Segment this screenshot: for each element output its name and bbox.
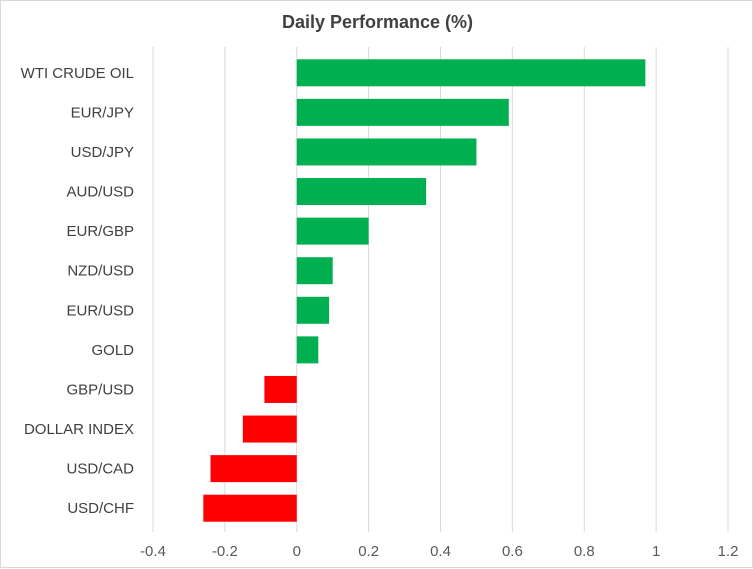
category-label: EUR/USD — [66, 302, 134, 319]
category-label: USD/JPY — [71, 144, 134, 161]
x-tick-label: 0.6 — [502, 543, 523, 560]
bar — [296, 217, 369, 245]
category-label: USD/CHF — [67, 500, 134, 517]
category-label: GOLD — [91, 342, 134, 359]
bar — [296, 59, 646, 87]
x-tick-label: -0.4 — [140, 543, 166, 560]
bar — [296, 257, 333, 285]
bar — [242, 415, 297, 443]
bar — [296, 336, 319, 364]
x-tick-label: 0 — [293, 543, 301, 560]
category-label: WTI CRUDE OIL — [21, 65, 134, 82]
chart-title: Daily Performance (%) — [281, 12, 474, 32]
category-label: GBP/USD — [66, 381, 134, 398]
category-label: EUR/JPY — [71, 104, 134, 121]
category-label: AUD/USD — [66, 184, 134, 201]
category-label: DOLLAR INDEX — [24, 421, 134, 438]
x-tick-label: 1.2 — [718, 543, 739, 560]
category-label: EUR/GBP — [66, 223, 134, 240]
bar — [203, 494, 297, 522]
bar — [296, 98, 509, 126]
x-tick-label: 0.8 — [574, 543, 595, 560]
bar — [296, 138, 477, 166]
bar — [210, 455, 297, 483]
x-tick-label: 0.2 — [358, 543, 379, 560]
bar — [296, 296, 330, 324]
x-tick-label: 0.4 — [430, 543, 451, 560]
x-tick-label: -0.2 — [212, 543, 238, 560]
bar — [296, 178, 427, 206]
x-tick-label: 1 — [652, 543, 660, 560]
category-label: USD/CAD — [66, 461, 134, 478]
category-label: NZD/USD — [67, 263, 134, 280]
bar — [264, 375, 297, 403]
